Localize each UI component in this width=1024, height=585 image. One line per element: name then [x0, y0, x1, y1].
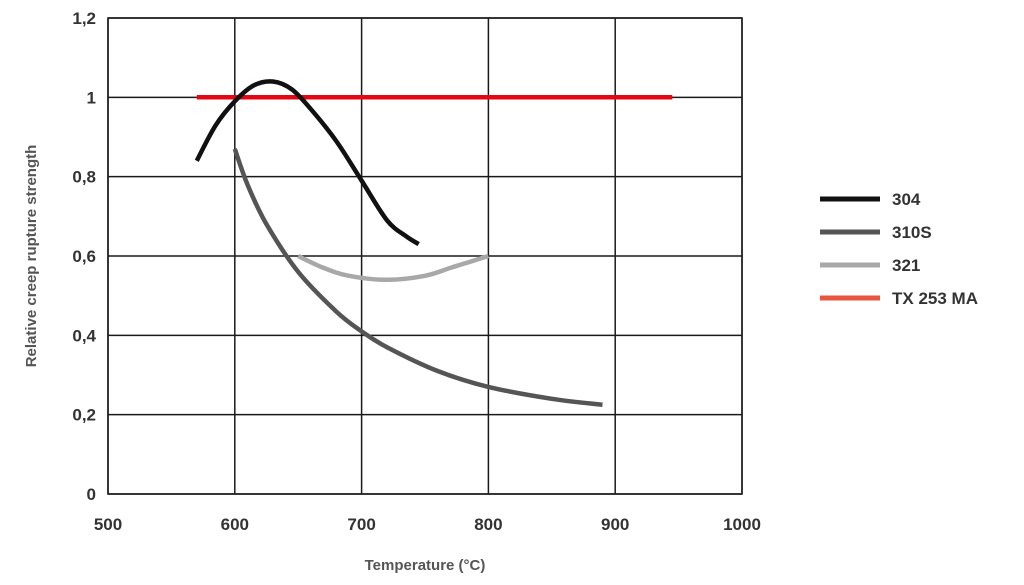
series-line-304 [194, 79, 420, 247]
x-tick-label: 900 [601, 515, 629, 534]
x-tick-label: 500 [94, 515, 122, 534]
series-layer [194, 79, 673, 408]
y-axis: 0 0,2 0,4 0,6 0,8 1 1,2 [72, 9, 96, 504]
x-tick-label: 800 [474, 515, 502, 534]
x-tick-label: 600 [221, 515, 249, 534]
x-axis: 500 600 700 800 900 1000 [94, 515, 761, 534]
x-tick-label: 700 [347, 515, 375, 534]
legend-label: TX 253 MA [892, 289, 978, 308]
x-tick-label: 1000 [723, 515, 761, 534]
series-line-321 [297, 253, 490, 283]
y-axis-title: Relative creep rupture strength [23, 145, 40, 368]
y-tick-label: 0,2 [72, 406, 96, 425]
x-axis-title: Temperature (°C) [365, 557, 486, 574]
legend: 304 310S 321 TX 253 MA [820, 190, 978, 308]
y-tick-label: 0,8 [72, 168, 96, 187]
y-tick-label: 1 [87, 88, 96, 107]
y-tick-label: 0 [87, 485, 96, 504]
y-tick-label: 1,2 [72, 9, 96, 28]
grid [107, 17, 743, 495]
y-tick-label: 0,6 [72, 247, 96, 266]
plot-frame [107, 17, 743, 495]
legend-label: 321 [892, 256, 920, 275]
legend-label: 310S [892, 223, 932, 242]
y-tick-label: 0,4 [72, 326, 96, 345]
series-line-310s [232, 148, 603, 408]
legend-label: 304 [892, 190, 921, 209]
